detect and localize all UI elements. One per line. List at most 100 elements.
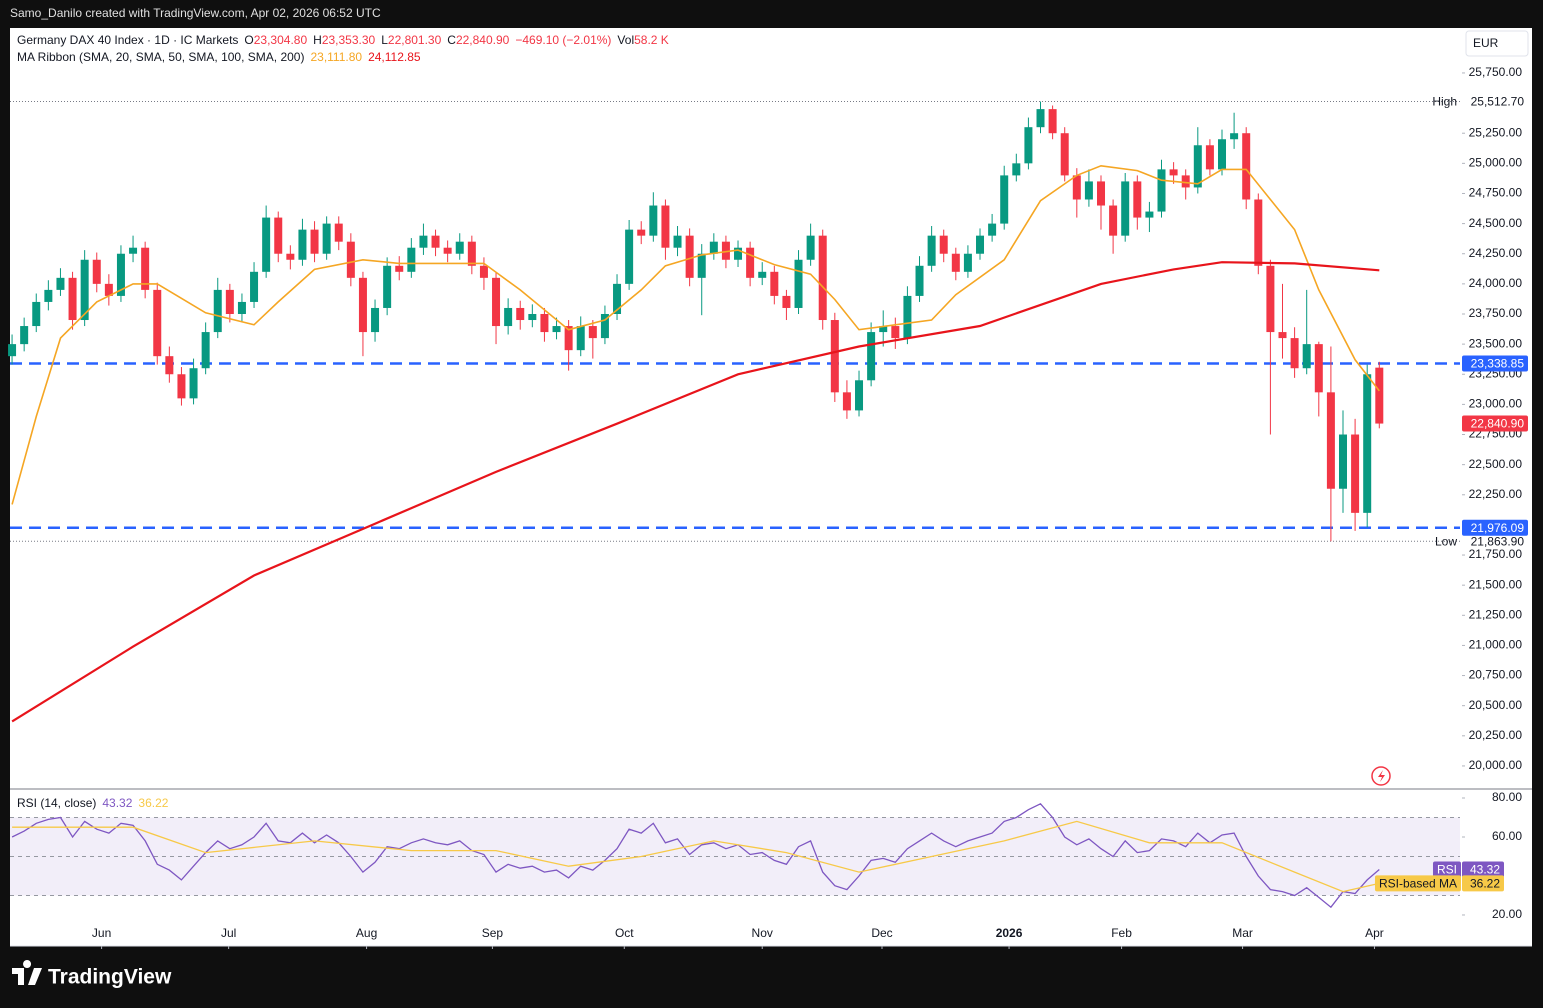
- candle-body: [44, 289, 53, 302]
- candle-body: [262, 217, 271, 272]
- candle-body: [20, 326, 29, 345]
- candle-body: [1181, 175, 1190, 188]
- candle-body: [782, 295, 791, 308]
- candle-body: [927, 235, 936, 266]
- brand-logo: [12, 960, 42, 985]
- candle-body: [225, 289, 234, 314]
- candle-body: [1314, 344, 1323, 393]
- alert-icon: [1371, 766, 1391, 786]
- chart-panel: [10, 28, 1532, 946]
- candle-body: [963, 253, 972, 272]
- candle-body: [661, 205, 670, 248]
- ma-legend: MA Ribbon (SMA, 20, SMA, 50, SMA, 100, S…: [17, 50, 304, 64]
- ma-line: [11, 261, 1380, 723]
- candle-body: [746, 247, 755, 278]
- x-tick-label: Jun: [92, 926, 111, 940]
- legend-line: RSI (14, close) 43.32 36.22: [17, 796, 169, 810]
- rsi-value-badge: [1462, 861, 1504, 878]
- ohlc-value: 23,353.30: [322, 33, 376, 47]
- candle-body: [988, 223, 997, 236]
- candle-body: [129, 247, 138, 254]
- rsi-name-badge: [1374, 875, 1461, 892]
- candle-body: [1290, 338, 1299, 369]
- candle-body: [92, 259, 101, 284]
- x-tick-label: Oct: [615, 926, 634, 940]
- ohlc-value: 22,840.90: [456, 33, 510, 47]
- candle-body: [685, 235, 694, 278]
- currency-button[interactable]: [1465, 30, 1529, 57]
- level-badge: [1462, 519, 1528, 536]
- last-price-label: 22,840.90: [1471, 417, 1525, 431]
- candle-body: [334, 223, 343, 242]
- x-tick-label: 2026: [996, 926, 1023, 940]
- x-tick-label: Mar: [1232, 926, 1253, 940]
- candle-body: [237, 301, 246, 314]
- y-tick-label: 20,500.00: [1469, 698, 1523, 712]
- y-tick-label: 25,000.00: [1469, 156, 1523, 170]
- high-name: High: [1432, 95, 1457, 109]
- candle-body: [286, 253, 295, 260]
- ohlc-key: C: [447, 33, 456, 47]
- logo-mark: [12, 960, 42, 985]
- level-badge: [1462, 355, 1528, 372]
- candle-body: [346, 241, 355, 278]
- candle-body: [734, 247, 743, 260]
- x-tick-label: Feb: [1111, 926, 1132, 940]
- candle-body: [758, 271, 767, 278]
- ma-value: 23,111.80: [310, 50, 362, 64]
- rsi-line: [11, 802, 1380, 909]
- candle-body: [32, 301, 41, 327]
- rsi-series-name: RSI: [1437, 863, 1457, 877]
- candle-body: [1266, 265, 1275, 333]
- x-tick-label: Aug: [356, 926, 377, 940]
- candle-body: [116, 253, 125, 296]
- candle-body: [274, 217, 283, 254]
- candle-body: [1109, 205, 1118, 236]
- candle-body: [455, 241, 464, 254]
- candle-body: [794, 259, 803, 308]
- candle-body: [104, 283, 113, 296]
- last-price-badge: [1462, 415, 1528, 432]
- low-name: Low: [1435, 534, 1457, 548]
- candle-body: [1157, 169, 1166, 212]
- x-tick-label: Sep: [482, 926, 504, 940]
- low-badge: [1462, 533, 1528, 550]
- candle-body: [1169, 169, 1178, 176]
- candle-body: [153, 289, 162, 357]
- candle-body: [613, 283, 622, 314]
- brand: TradingView: [48, 966, 172, 989]
- currency[interactable]: EUR: [1473, 36, 1499, 50]
- high-badge: [1462, 93, 1528, 110]
- candle-body: [492, 277, 501, 327]
- candle-body: [576, 326, 585, 351]
- y-tick-label: 23,000.00: [1469, 397, 1523, 411]
- y-tick-label: 24,500.00: [1469, 216, 1523, 230]
- candle-body: [443, 247, 452, 254]
- y-tick-label: 22,250.00: [1469, 487, 1523, 501]
- candle-body: [310, 229, 319, 254]
- rsi-value-badge: [1462, 875, 1504, 892]
- attribution: Samo_Danilo created with TradingView.com…: [10, 6, 381, 20]
- candle-body: [141, 247, 150, 290]
- candle-body: [600, 313, 609, 339]
- y-tick-label: 21,500.00: [1469, 577, 1523, 591]
- ohlc-value: 22,801.30: [388, 33, 442, 47]
- candle-body: [903, 295, 912, 339]
- low-label: 21,863.90: [1471, 534, 1525, 548]
- volume: 58.2 K: [634, 33, 669, 47]
- candle-body: [189, 368, 198, 399]
- y-tick-label: 21,750.00: [1469, 547, 1523, 561]
- y-tick-label: 22,500.00: [1469, 457, 1523, 471]
- ma-value: 24,112.85: [368, 50, 421, 64]
- candle-body: [298, 229, 307, 260]
- x-tick-label: Dec: [871, 926, 892, 940]
- candle-body: [1060, 133, 1069, 176]
- x-tick-label: Jul: [221, 926, 236, 940]
- candle-body: [867, 332, 876, 381]
- candle-body: [201, 332, 210, 369]
- candle-body: [540, 313, 549, 333]
- legend-line: Germany DAX 40 Index · 1D · IC Markets O2…: [17, 33, 669, 47]
- candle-body: [1278, 332, 1287, 339]
- y-tick-label: 80.00: [1492, 790, 1522, 804]
- candle-body: [625, 229, 634, 284]
